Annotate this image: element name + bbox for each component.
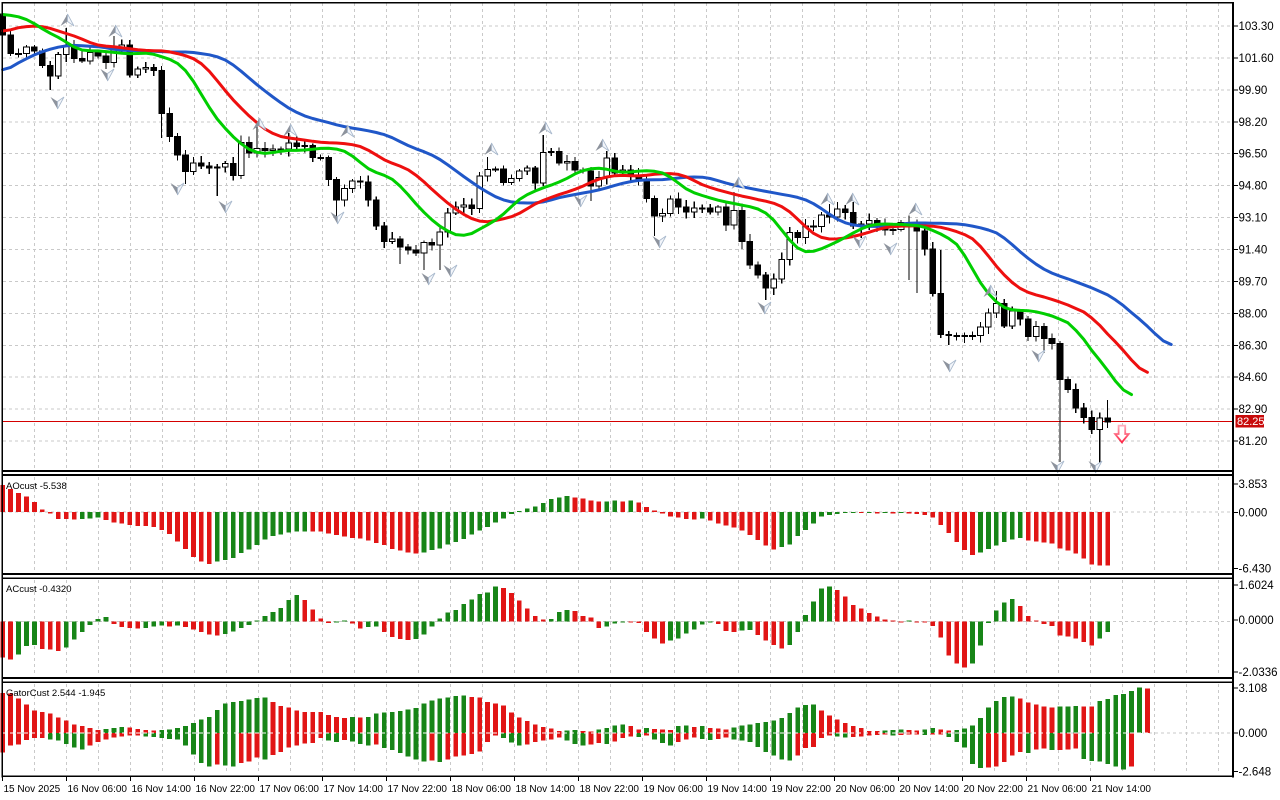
svg-text:0.0000: 0.0000	[1239, 615, 1274, 627]
svg-text:-6.430: -6.430	[1239, 564, 1272, 576]
svg-text:20 Nov 22:00: 20 Nov 22:00	[964, 784, 1024, 795]
svg-text:93.10: 93.10	[1239, 213, 1268, 225]
svg-text:81.20: 81.20	[1239, 436, 1268, 448]
svg-text:16 Nov 14:00: 16 Nov 14:00	[132, 784, 192, 795]
svg-text:99.90: 99.90	[1239, 85, 1268, 97]
svg-text:1.6024: 1.6024	[1239, 580, 1275, 592]
svg-text:0.000: 0.000	[1239, 728, 1268, 740]
svg-text:94.80: 94.80	[1239, 181, 1268, 193]
svg-text:18 Nov 06:00: 18 Nov 06:00	[452, 784, 512, 795]
svg-text:18 Nov 22:00: 18 Nov 22:00	[580, 784, 640, 795]
svg-text:GatorCust 2.544 -1.945: GatorCust 2.544 -1.945	[6, 688, 105, 699]
svg-text:0.000: 0.000	[1239, 508, 1268, 520]
svg-text:84.60: 84.60	[1239, 372, 1268, 384]
svg-text:17 Nov 22:00: 17 Nov 22:00	[388, 784, 448, 795]
svg-text:19 Nov 22:00: 19 Nov 22:00	[772, 784, 832, 795]
svg-text:96.50: 96.50	[1239, 149, 1268, 161]
svg-text:98.20: 98.20	[1239, 117, 1268, 129]
svg-text:101.60: 101.60	[1239, 53, 1274, 65]
svg-text:3.108: 3.108	[1239, 683, 1268, 695]
svg-text:21 Nov 14:00: 21 Nov 14:00	[1092, 784, 1152, 795]
svg-text:AOcust -5.538: AOcust -5.538	[6, 481, 67, 492]
svg-text:16 Nov 22:00: 16 Nov 22:00	[196, 784, 256, 795]
svg-text:18 Nov 14:00: 18 Nov 14:00	[516, 784, 576, 795]
svg-text:17 Nov 06:00: 17 Nov 06:00	[260, 784, 320, 795]
svg-text:-2.648: -2.648	[1239, 767, 1272, 779]
svg-text:103.30: 103.30	[1239, 21, 1274, 33]
svg-text:16 Nov 06:00: 16 Nov 06:00	[68, 784, 128, 795]
svg-text:88.00: 88.00	[1239, 308, 1268, 320]
svg-text:19 Nov 14:00: 19 Nov 14:00	[708, 784, 768, 795]
svg-text:3.853: 3.853	[1239, 479, 1268, 491]
svg-text:82.25: 82.25	[1237, 416, 1265, 428]
svg-text:91.40: 91.40	[1239, 245, 1268, 257]
svg-text:17 Nov 14:00: 17 Nov 14:00	[324, 784, 384, 795]
svg-text:89.70: 89.70	[1239, 276, 1268, 288]
svg-text:-2.0336: -2.0336	[1239, 667, 1278, 679]
svg-text:20 Nov 06:00: 20 Nov 06:00	[836, 784, 896, 795]
svg-text:19 Nov 06:00: 19 Nov 06:00	[644, 784, 704, 795]
svg-text:21 Nov 06:00: 21 Nov 06:00	[1028, 784, 1088, 795]
svg-text:20 Nov 14:00: 20 Nov 14:00	[900, 784, 960, 795]
svg-text:86.30: 86.30	[1239, 340, 1268, 352]
svg-text:82.90: 82.90	[1239, 404, 1268, 416]
svg-text:ACcust -0.4320: ACcust -0.4320	[6, 584, 71, 595]
svg-text:15 Nov 2025: 15 Nov 2025	[4, 784, 61, 795]
